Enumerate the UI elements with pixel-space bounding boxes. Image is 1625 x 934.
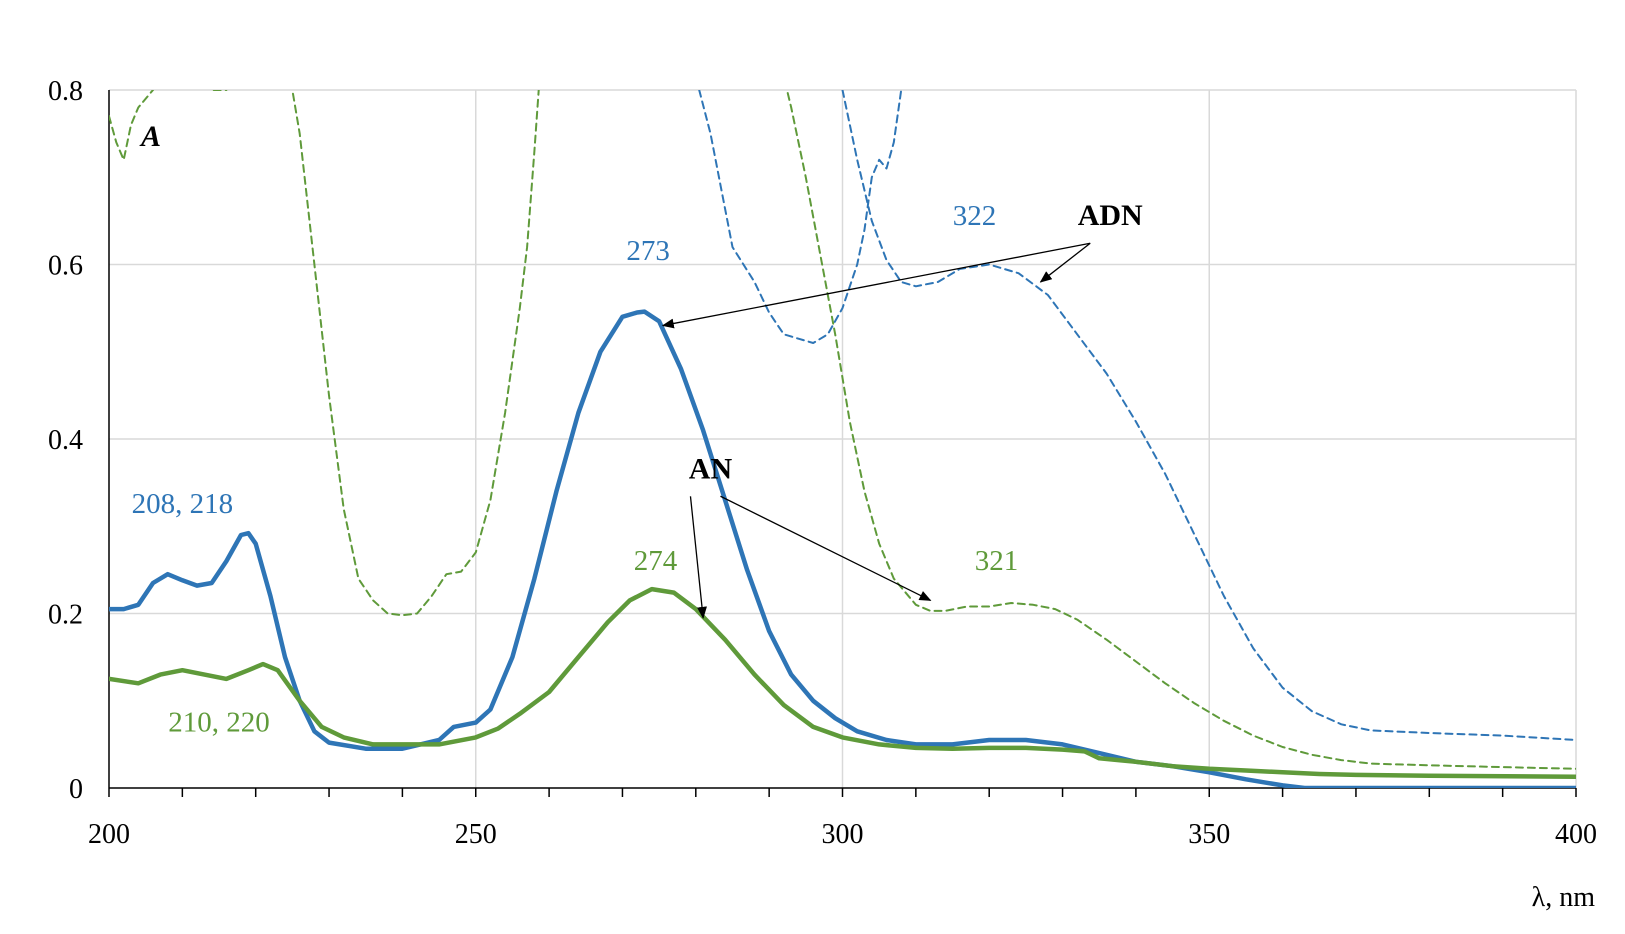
- peak-label: 210, 220: [168, 706, 270, 738]
- dashed-series-line-6: [291, 90, 540, 617]
- dashed-series-line-2: [698, 90, 903, 344]
- x-tick-label: 350: [1188, 819, 1230, 850]
- peak-label: 321: [975, 545, 1019, 577]
- dashed-series-line-4: [109, 90, 155, 161]
- callout-label: ADN: [1078, 199, 1143, 232]
- peak-label: 273: [626, 235, 670, 267]
- solid-series-line-0: [109, 309, 1576, 788]
- gridlines: [109, 89, 1577, 788]
- solid-series-line-1: [109, 586, 1576, 779]
- dashed-series-line-7: [785, 90, 1576, 770]
- callout-arrow: [661, 242, 1091, 329]
- y-tick-label: 0: [69, 774, 83, 805]
- y-axis-title: A: [139, 120, 161, 153]
- dashed-series-line-3: [841, 90, 1576, 741]
- callout-arrow: [1039, 242, 1091, 283]
- x-tick-label: 200: [88, 819, 130, 850]
- y-tick-label: 0.6: [48, 251, 83, 282]
- callout-arrow: [720, 495, 932, 601]
- y-tick-label: 0.4: [48, 425, 83, 456]
- callout-arrow: [689, 496, 707, 619]
- labels-layer: 0 0.2 0.4 0.6 0.8 200 250 300 350 400 208, 218 210,…: [48, 76, 1597, 850]
- y-tick-label: 0.8: [48, 76, 83, 107]
- peak-label: 208, 218: [132, 488, 234, 520]
- callout-label: AN: [689, 452, 733, 485]
- peak-label: 322: [953, 200, 997, 232]
- series-layer: [109, 90, 1576, 788]
- peak-label: 274: [634, 545, 678, 577]
- x-tick-label: 300: [822, 819, 864, 850]
- x-tick-label: 400: [1555, 819, 1597, 850]
- x-tick-label: 250: [455, 819, 497, 850]
- y-tick-label: 0.2: [48, 600, 83, 631]
- x-axis-title: λ, nm: [1532, 882, 1596, 913]
